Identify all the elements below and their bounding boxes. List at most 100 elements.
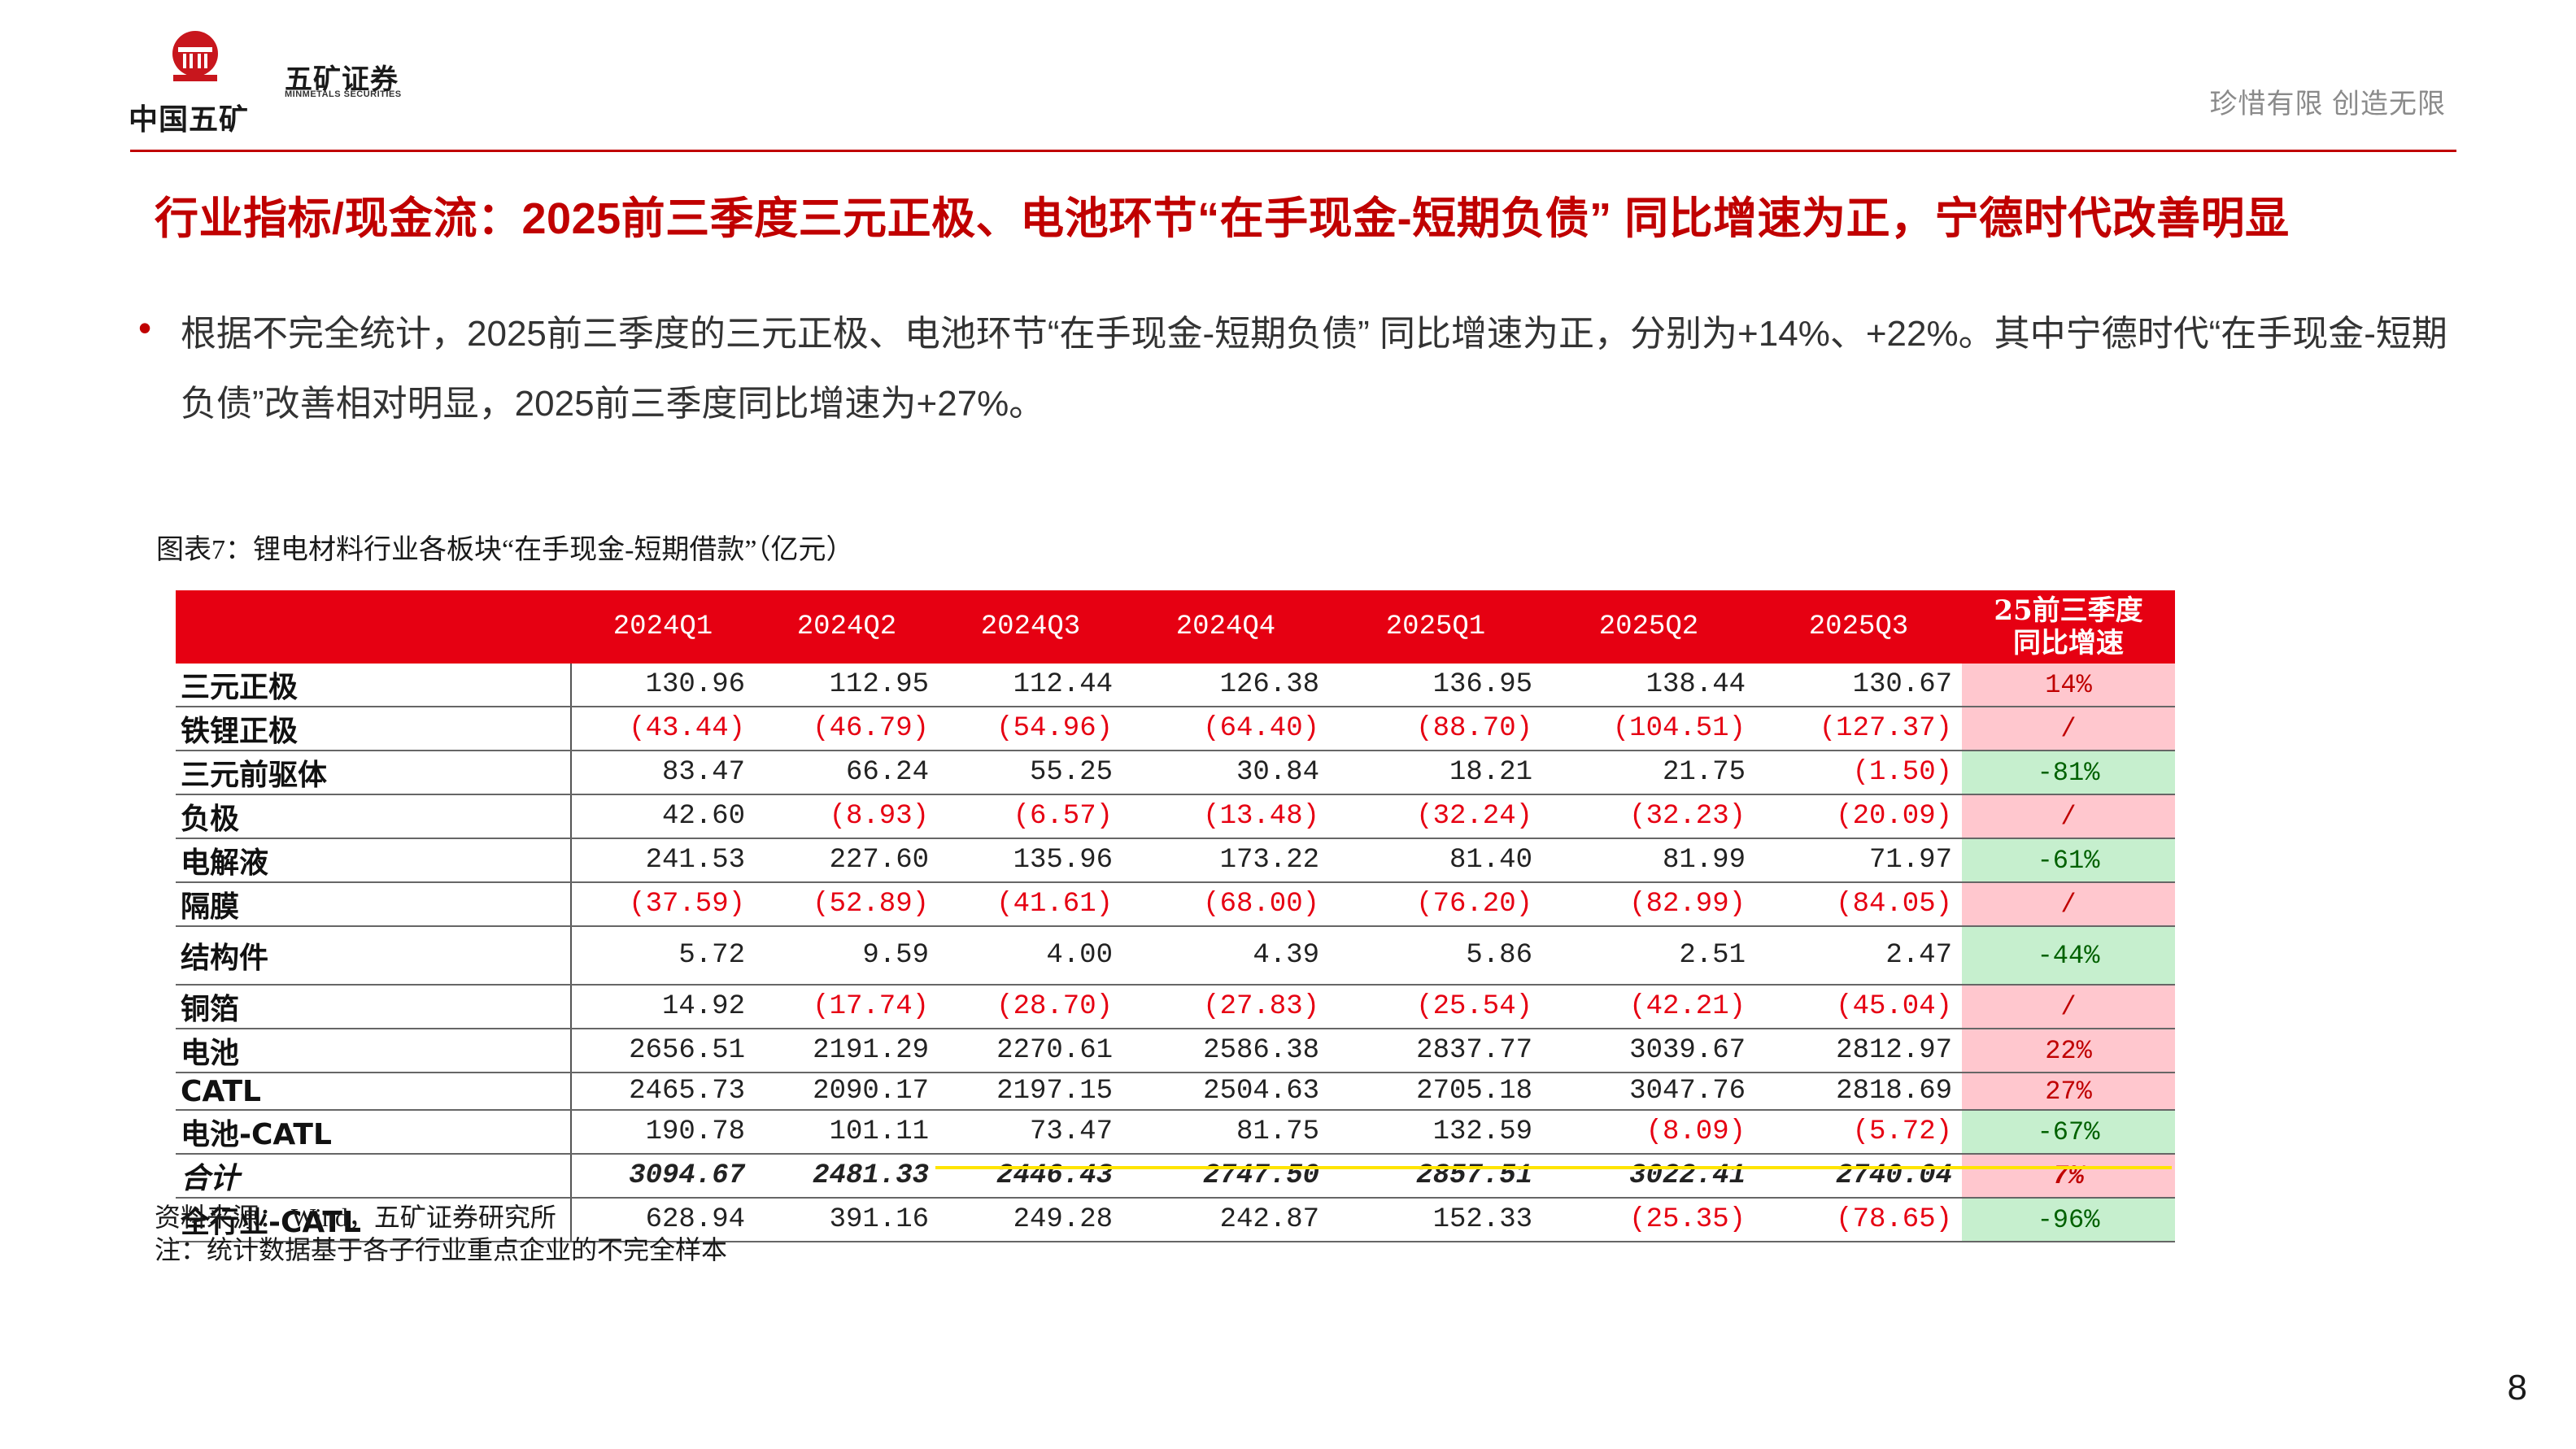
- table-cell: 130.67: [1755, 664, 1962, 707]
- table-cell: (8.09): [1542, 1110, 1755, 1155]
- table-cell: 2.47: [1755, 926, 1962, 986]
- page-title: 行业指标/现金流：2025前三季度三元正极、电池环节“在手现金-短期负债” 同比…: [155, 194, 2290, 243]
- table-cell: 112.44: [939, 664, 1122, 707]
- table-cell: 3047.76: [1542, 1073, 1755, 1111]
- table-row: 合计 3094.67 2481.33 2446.43 2747.50 2857.51 302…: [176, 1154, 2175, 1199]
- row-label: 铁锂正极: [176, 707, 572, 751]
- table-cell: 130.96: [571, 664, 755, 707]
- column-header: 2025Q2: [1542, 590, 1755, 664]
- table-cell: 71.97: [1755, 838, 1962, 883]
- bullet-text: 根据不完全统计，2025前三季度的三元正极、电池环节“在手现金-短期负债” 同比…: [181, 314, 2447, 424]
- row-label: 铜箔: [176, 985, 572, 1029]
- row-label: 电池-CATL: [176, 1110, 572, 1155]
- table-cell: (25.35): [1542, 1198, 1755, 1242]
- table-cell: 81.75: [1122, 1110, 1329, 1155]
- minmetals-emblem-icon: [172, 31, 218, 81]
- growth-cell: /: [1962, 882, 2175, 927]
- table-cell: 2818.69: [1755, 1073, 1962, 1111]
- slogan: 珍惜有限 创造无限: [2209, 89, 2446, 120]
- growth-cell: -67%: [1962, 1110, 2175, 1155]
- table-row: 隔膜 (37.59) (52.89) (41.61) (68.00) (76.20) (82…: [176, 882, 2175, 927]
- table-row: 三元正极 130.96 112.95 112.44 126.38 136.95 138.44…: [176, 664, 2175, 707]
- table-cell: (76.20): [1329, 882, 1542, 927]
- column-header: 2024Q3: [939, 590, 1122, 664]
- table-cell: 101.11: [755, 1110, 939, 1155]
- table-body: 三元正极 130.96 112.95 112.44 126.38 136.95 138.44…: [176, 664, 2175, 1242]
- table-cell: 2465.73: [571, 1073, 755, 1111]
- table-cell: 2812.97: [1755, 1029, 1962, 1073]
- table-cell: 2586.38: [1122, 1029, 1329, 1073]
- growth-cell: -44%: [1962, 926, 2175, 986]
- table-cell: 55.25: [939, 751, 1122, 795]
- table-cell: (84.05): [1755, 882, 1962, 927]
- table-cell: 2740.04: [1755, 1154, 1962, 1199]
- table-cell: 2857.51: [1329, 1154, 1542, 1199]
- table-cell: (25.54): [1329, 985, 1542, 1029]
- growth-cell: -61%: [1962, 838, 2175, 883]
- growth-column-header: 25前三季度 同比增速: [1962, 590, 2175, 664]
- table-header-row: 2024Q1 2024Q2 2024Q3 2024Q4 2025Q1 2025Q…: [176, 590, 2175, 664]
- sample-note: 注：统计数据基于各子行业重点企业的不完全样本: [155, 1235, 728, 1264]
- row-label: 电池: [176, 1029, 572, 1073]
- table-row: 铁锂正极 (43.44) (46.79) (54.96) (64.40) (88.70)(…: [176, 707, 2175, 751]
- table-cell: 2090.17: [755, 1073, 939, 1111]
- table-cell: 66.24: [755, 751, 939, 795]
- table-cell: (6.57): [939, 794, 1122, 839]
- row-label: 三元前驱体: [176, 751, 572, 795]
- column-header: 2025Q3: [1755, 590, 1962, 664]
- table-cell: 628.94: [571, 1198, 755, 1242]
- table-cell: 2747.50: [1122, 1154, 1329, 1199]
- column-header: 2024Q2: [755, 590, 939, 664]
- table-cell: (88.70): [1329, 707, 1542, 751]
- table-cell: 138.44: [1542, 664, 1755, 707]
- column-header: [176, 590, 571, 664]
- growth-cell: /: [1962, 707, 2175, 751]
- table-cell: (28.70): [939, 985, 1122, 1029]
- growth-cell: 27%: [1962, 1073, 2175, 1111]
- table-cell: 2656.51: [571, 1029, 755, 1073]
- table-cell: (8.93): [755, 794, 939, 839]
- table-cell: (32.24): [1329, 794, 1542, 839]
- table-cell: (104.51): [1542, 707, 1755, 751]
- table-row: 三元前驱体 83.47 66.24 55.25 30.84 18.21 21.75 (1.50…: [176, 751, 2175, 795]
- growth-cell: -96%: [1962, 1198, 2175, 1242]
- column-header: 2024Q4: [1122, 590, 1329, 664]
- table-cell: 2837.77: [1329, 1029, 1542, 1073]
- table-cell: 2705.18: [1329, 1073, 1542, 1111]
- table-cell: (82.99): [1542, 882, 1755, 927]
- highlight-underline: [935, 1166, 2172, 1169]
- table-cell: 249.28: [939, 1198, 1122, 1242]
- table-cell: 135.96: [939, 838, 1122, 883]
- table-cell: 241.53: [571, 838, 755, 883]
- table-row: 结构件 5.72 9.59 4.00 4.39 5.86 2.51 2.47 -44%: [176, 926, 2175, 986]
- table-cell: (13.48): [1122, 794, 1329, 839]
- table-cell: (127.37): [1755, 707, 1962, 751]
- table-row: 铜箔 14.92 (17.74) (28.70) (27.83) (25.54) (42.2…: [176, 985, 2175, 1029]
- row-label: 三元正极: [176, 664, 572, 707]
- table-cell: (64.40): [1122, 707, 1329, 751]
- growth-header-line: 同比增速: [2013, 627, 2124, 659]
- table-cell: (42.21): [1542, 985, 1755, 1029]
- table-cell: 21.75: [1542, 751, 1755, 795]
- table-cell: 30.84: [1122, 751, 1329, 795]
- table-cell: 2504.63: [1122, 1073, 1329, 1111]
- table-row: 电池 2656.51 2191.29 2270.61 2586.38 2837.77 303…: [176, 1029, 2175, 1073]
- row-label: 结构件: [176, 926, 572, 986]
- row-label: CATL: [176, 1073, 572, 1111]
- table-cell: 18.21: [1329, 751, 1542, 795]
- table-cell: 2446.43: [939, 1154, 1122, 1199]
- table-cell: 3039.67: [1542, 1029, 1755, 1073]
- table-cell: (17.74): [755, 985, 939, 1029]
- table-cell: 3094.67: [571, 1154, 755, 1199]
- column-header: 2024Q1: [571, 590, 755, 664]
- table-cell: 42.60: [571, 794, 755, 839]
- table-row: 电解液 241.53 227.60 135.96 173.22 81.40 81.99 71.…: [176, 838, 2175, 883]
- table-cell: 73.47: [939, 1110, 1122, 1155]
- growth-cell: /: [1962, 794, 2175, 839]
- table-cell: (5.72): [1755, 1110, 1962, 1155]
- row-label: 电解液: [176, 838, 572, 883]
- table-cell: 5.72: [571, 926, 755, 986]
- table-cell: (32.23): [1542, 794, 1755, 839]
- table-cell: 2197.15: [939, 1073, 1122, 1111]
- table-cell: (43.44): [571, 707, 755, 751]
